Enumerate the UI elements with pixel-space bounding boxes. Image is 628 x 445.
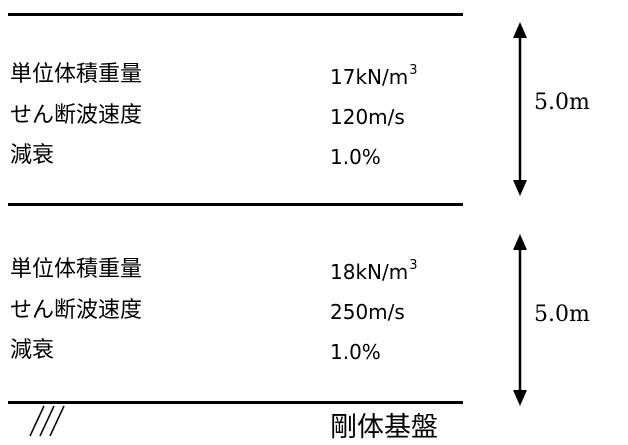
rigid-base-label: 剛体基盤 [330, 412, 438, 443]
layer1-unit-weight-exponent: 3 [409, 63, 418, 79]
layer1-thickness: 5.0m [534, 90, 590, 115]
layer2-shear-wave-velocity-value: 250m/s [330, 300, 405, 324]
layer-boundary [8, 203, 463, 206]
rigid-base-boundary [8, 401, 463, 404]
layer1-unit-weight-label: 単位体積重量 [10, 62, 143, 87]
layer1-top-boundary [8, 13, 463, 16]
layer1-shear-wave-velocity-value: 120m/s [330, 105, 405, 129]
layer2-damping-value: 1.0% [330, 340, 381, 364]
layer2-thickness-arrow [513, 234, 527, 406]
layer1-damping-value: 1.0% [330, 145, 381, 169]
layer1-unit-weight-value: 17kN/m3 [330, 63, 418, 89]
layer2-thickness: 5.0m [534, 302, 590, 327]
layer2-unit-weight-exponent: 3 [409, 258, 418, 274]
layer2-shear-wave-velocity-label: せん断波速度 [10, 298, 143, 323]
layer1-thickness-arrow [513, 22, 527, 196]
layer1-damping-label: 減衰 [10, 143, 55, 168]
layer2-unit-weight-value: 18kN/m3 [330, 258, 418, 284]
layer2-damping-label: 減衰 [10, 338, 55, 363]
layer1-shear-wave-velocity-label: せん断波速度 [10, 103, 143, 128]
rigid-base-hatch [29, 405, 65, 437]
layer2-unit-weight-label: 単位体積重量 [10, 257, 143, 282]
